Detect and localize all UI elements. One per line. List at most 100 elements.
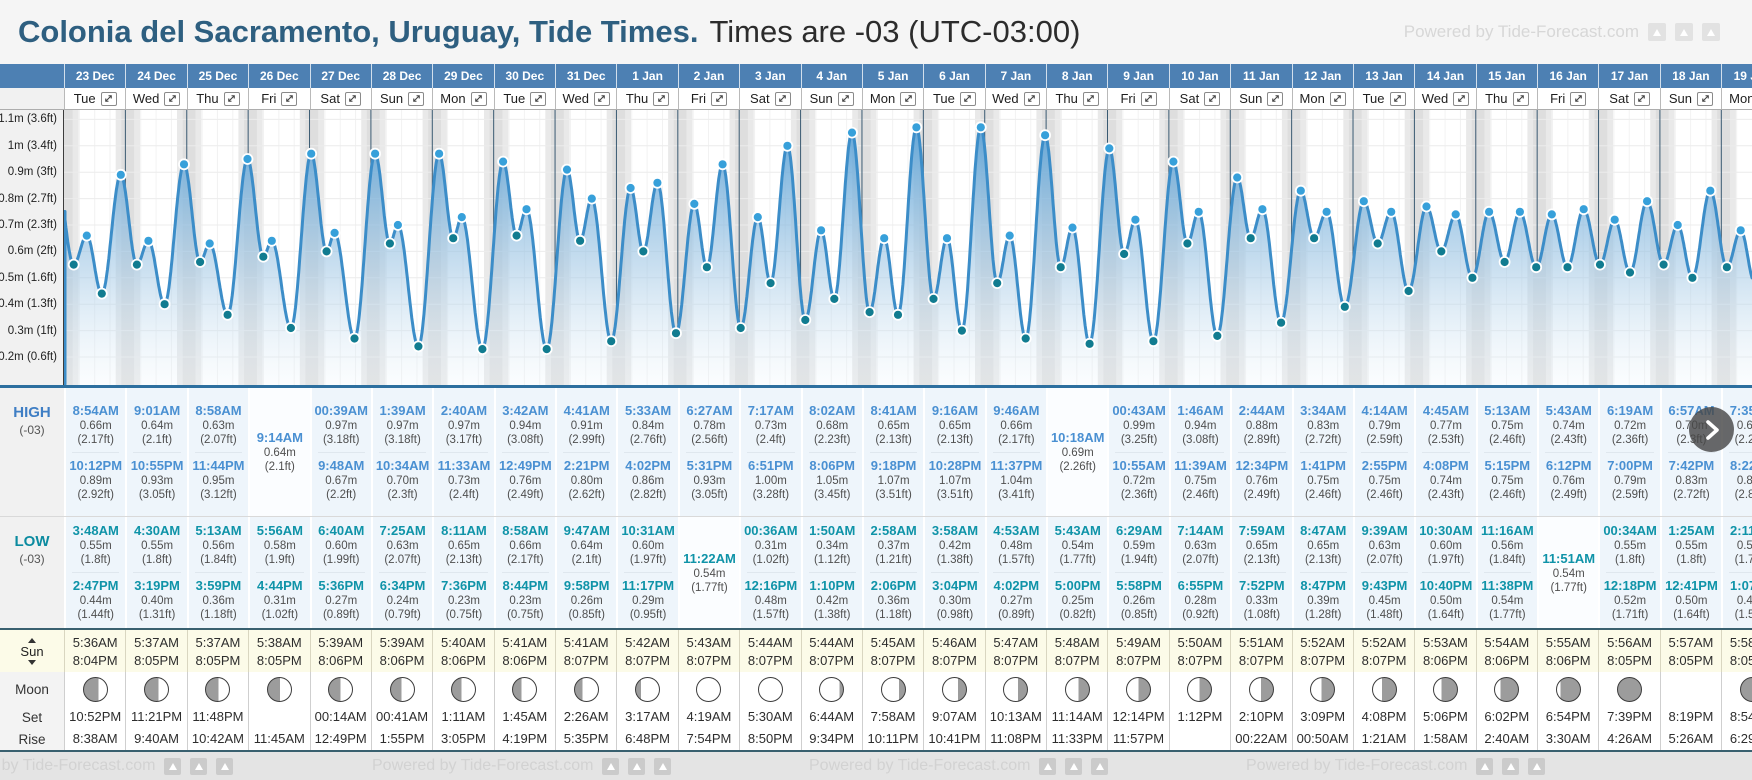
- expand-day-button[interactable]: [408, 91, 425, 106]
- tide-height-m: 0.75m: [1491, 419, 1524, 432]
- expand-day-button[interactable]: [711, 91, 728, 106]
- tide-height-ft: (1.77ft): [1550, 581, 1587, 594]
- date-header-cell: 30 Dec: [493, 64, 555, 88]
- expand-day-button[interactable]: [1140, 91, 1157, 106]
- expand-day-button[interactable]: [1023, 91, 1040, 106]
- moon-phase-icon: [757, 676, 783, 702]
- expand-day-button[interactable]: [1512, 91, 1529, 106]
- moon-phase-icon: [328, 676, 354, 702]
- low-tide-entry: 3:59PM 0.36m (1.18ft): [189, 575, 248, 625]
- expand-day-button[interactable]: [593, 91, 610, 106]
- weekday-label: Tue: [1362, 91, 1385, 106]
- sun-row-label[interactable]: Sun: [0, 630, 64, 672]
- moon-icon-wrap: [266, 672, 292, 706]
- low-tide-cell: 1:25AM 0.55m (1.8ft) 12:41PM 0.50m (1.64ft): [1659, 517, 1722, 628]
- moon-phase-icon: [1064, 676, 1090, 702]
- tide-height-ft: (1.97ft): [629, 554, 667, 566]
- expand-day-button[interactable]: [1389, 91, 1406, 106]
- tide-time: 6:12PM: [1545, 457, 1592, 473]
- tide-height-ft: (1.02ft): [261, 609, 299, 621]
- weekday-header-cell: Fri: [248, 88, 309, 109]
- tide-forecast-logo-icon: [1502, 757, 1520, 775]
- low-tide-point: [1147, 335, 1160, 348]
- y-axis-tick-label: 0.8m (2.7ft): [0, 192, 57, 205]
- low-tide-point: [447, 232, 460, 245]
- moonrise-time: 2:40AM: [1484, 731, 1530, 746]
- expand-day-button[interactable]: [1697, 91, 1713, 106]
- tide-height-m: 1.05m: [816, 474, 849, 487]
- sunrise-time: 5:50AM: [1177, 634, 1223, 650]
- moonset-time: 11:48PM: [192, 709, 244, 724]
- expand-day-button[interactable]: [774, 91, 791, 106]
- moonset-time: 10:52PM: [69, 709, 122, 724]
- tide-forecast-logo-icon: [190, 757, 208, 775]
- low-tide-entry: 3:58AM 0.42m (1.38ft): [925, 520, 984, 570]
- entry-divider: [1606, 572, 1654, 573]
- high-tide-cell: 00:43AM 0.99m (3.25ft) 10:55AM 0.72m (2.36ft): [1107, 388, 1169, 516]
- moonset-time: 9:07AM: [932, 709, 977, 724]
- expand-day-button[interactable]: [1633, 91, 1650, 106]
- weekday-label: Mon: [440, 91, 466, 106]
- tide-time: 12:34PM: [1235, 457, 1289, 473]
- sunrise-time: 5:42AM: [625, 634, 670, 650]
- weekday-label: Fri: [261, 91, 277, 106]
- entry-divider: [440, 572, 488, 573]
- tide-height-ft: (2.17ft): [998, 433, 1035, 446]
- tide-height-m: 0.68m: [816, 419, 849, 432]
- logo-glyph: [606, 762, 615, 770]
- moon-phase-icon: [635, 676, 661, 702]
- tide-time: 1:10PM: [809, 578, 855, 593]
- weekday-label: Tue: [932, 91, 955, 106]
- low-tide-entry: 5:00PM 0.25m (0.82ft): [1048, 575, 1107, 625]
- expand-day-button[interactable]: [653, 91, 670, 106]
- moonset-time: 7:58AM: [870, 709, 916, 724]
- moon-phase-icon: [82, 676, 108, 702]
- tide-height-ft: (1.77ft): [691, 581, 728, 594]
- entry-divider: [1176, 572, 1225, 573]
- tide-height-ft: (1.57ft): [998, 554, 1035, 566]
- expand-day-button[interactable]: [837, 91, 854, 106]
- expand-day-button[interactable]: [1204, 91, 1221, 106]
- moonset-time: 1:45AM: [502, 709, 548, 724]
- tide-height-ft: (2.2ft): [326, 488, 357, 501]
- next-days-button[interactable]: [1689, 407, 1734, 452]
- sunset-time: 8:06PM: [1484, 652, 1530, 668]
- low-tide-entry: 12:41PM 0.50m (1.64ft): [1662, 575, 1721, 625]
- expand-day-button[interactable]: [1082, 91, 1099, 106]
- expand-day-button[interactable]: [344, 91, 361, 106]
- expand-day-button[interactable]: [281, 91, 298, 106]
- tide-height-ft: (1.31ft): [138, 609, 176, 621]
- expand-day-button[interactable]: [470, 91, 487, 106]
- expand-day-button[interactable]: [900, 91, 917, 106]
- tide-height-ft: (2.72ft): [1673, 488, 1710, 501]
- expand-day-button[interactable]: [100, 91, 117, 106]
- expand-day-button[interactable]: [1329, 91, 1346, 106]
- weekday-label: Fri: [1120, 91, 1136, 106]
- expand-day-button[interactable]: [223, 91, 240, 106]
- expand-day-button[interactable]: [1570, 91, 1587, 106]
- logo-glyph: [632, 762, 641, 770]
- tide-time: 10:12PM: [69, 457, 123, 473]
- tide-height-ft: (1.18ft): [875, 609, 912, 621]
- tide-height-m: 0.69m: [1061, 447, 1094, 459]
- tide-height-m: 0.27m: [325, 595, 358, 607]
- low-tide-point: [670, 327, 682, 340]
- tide-height-m: 0.48m: [1736, 595, 1752, 607]
- expand-day-button[interactable]: [1453, 91, 1470, 106]
- expand-day-button[interactable]: [164, 91, 181, 106]
- date-header-cell: 9 Jan: [1107, 64, 1168, 88]
- tide-height-m: 0.75m: [1184, 474, 1217, 487]
- low-tide-entry: 8:47AM 0.65m (2.13ft): [1294, 520, 1353, 570]
- low-tide-cell: 5:56AM 0.58m (1.9ft) 4:44PM 0.31m (1.02ft): [248, 517, 310, 628]
- tide-height-m: 0.75m: [1491, 474, 1524, 487]
- expand-day-button[interactable]: [530, 91, 547, 106]
- expand-day-button[interactable]: [1267, 91, 1284, 106]
- high-tide-point: [1577, 203, 1590, 216]
- sun-times-cell: 5:37AM 8:05PM: [186, 630, 248, 672]
- low-tide-point: [221, 308, 234, 321]
- expand-day-button[interactable]: [959, 91, 976, 106]
- low-tide-entry: 7:14AM 0.63m (2.07ft): [1171, 520, 1230, 570]
- date-header-cell: 5 Jan: [861, 64, 923, 88]
- low-tide-cell: 7:25AM 0.63m (2.07ft) 6:34PM 0.24m (0.79ft): [370, 517, 433, 628]
- tide-time: 8:47AM: [1300, 523, 1347, 538]
